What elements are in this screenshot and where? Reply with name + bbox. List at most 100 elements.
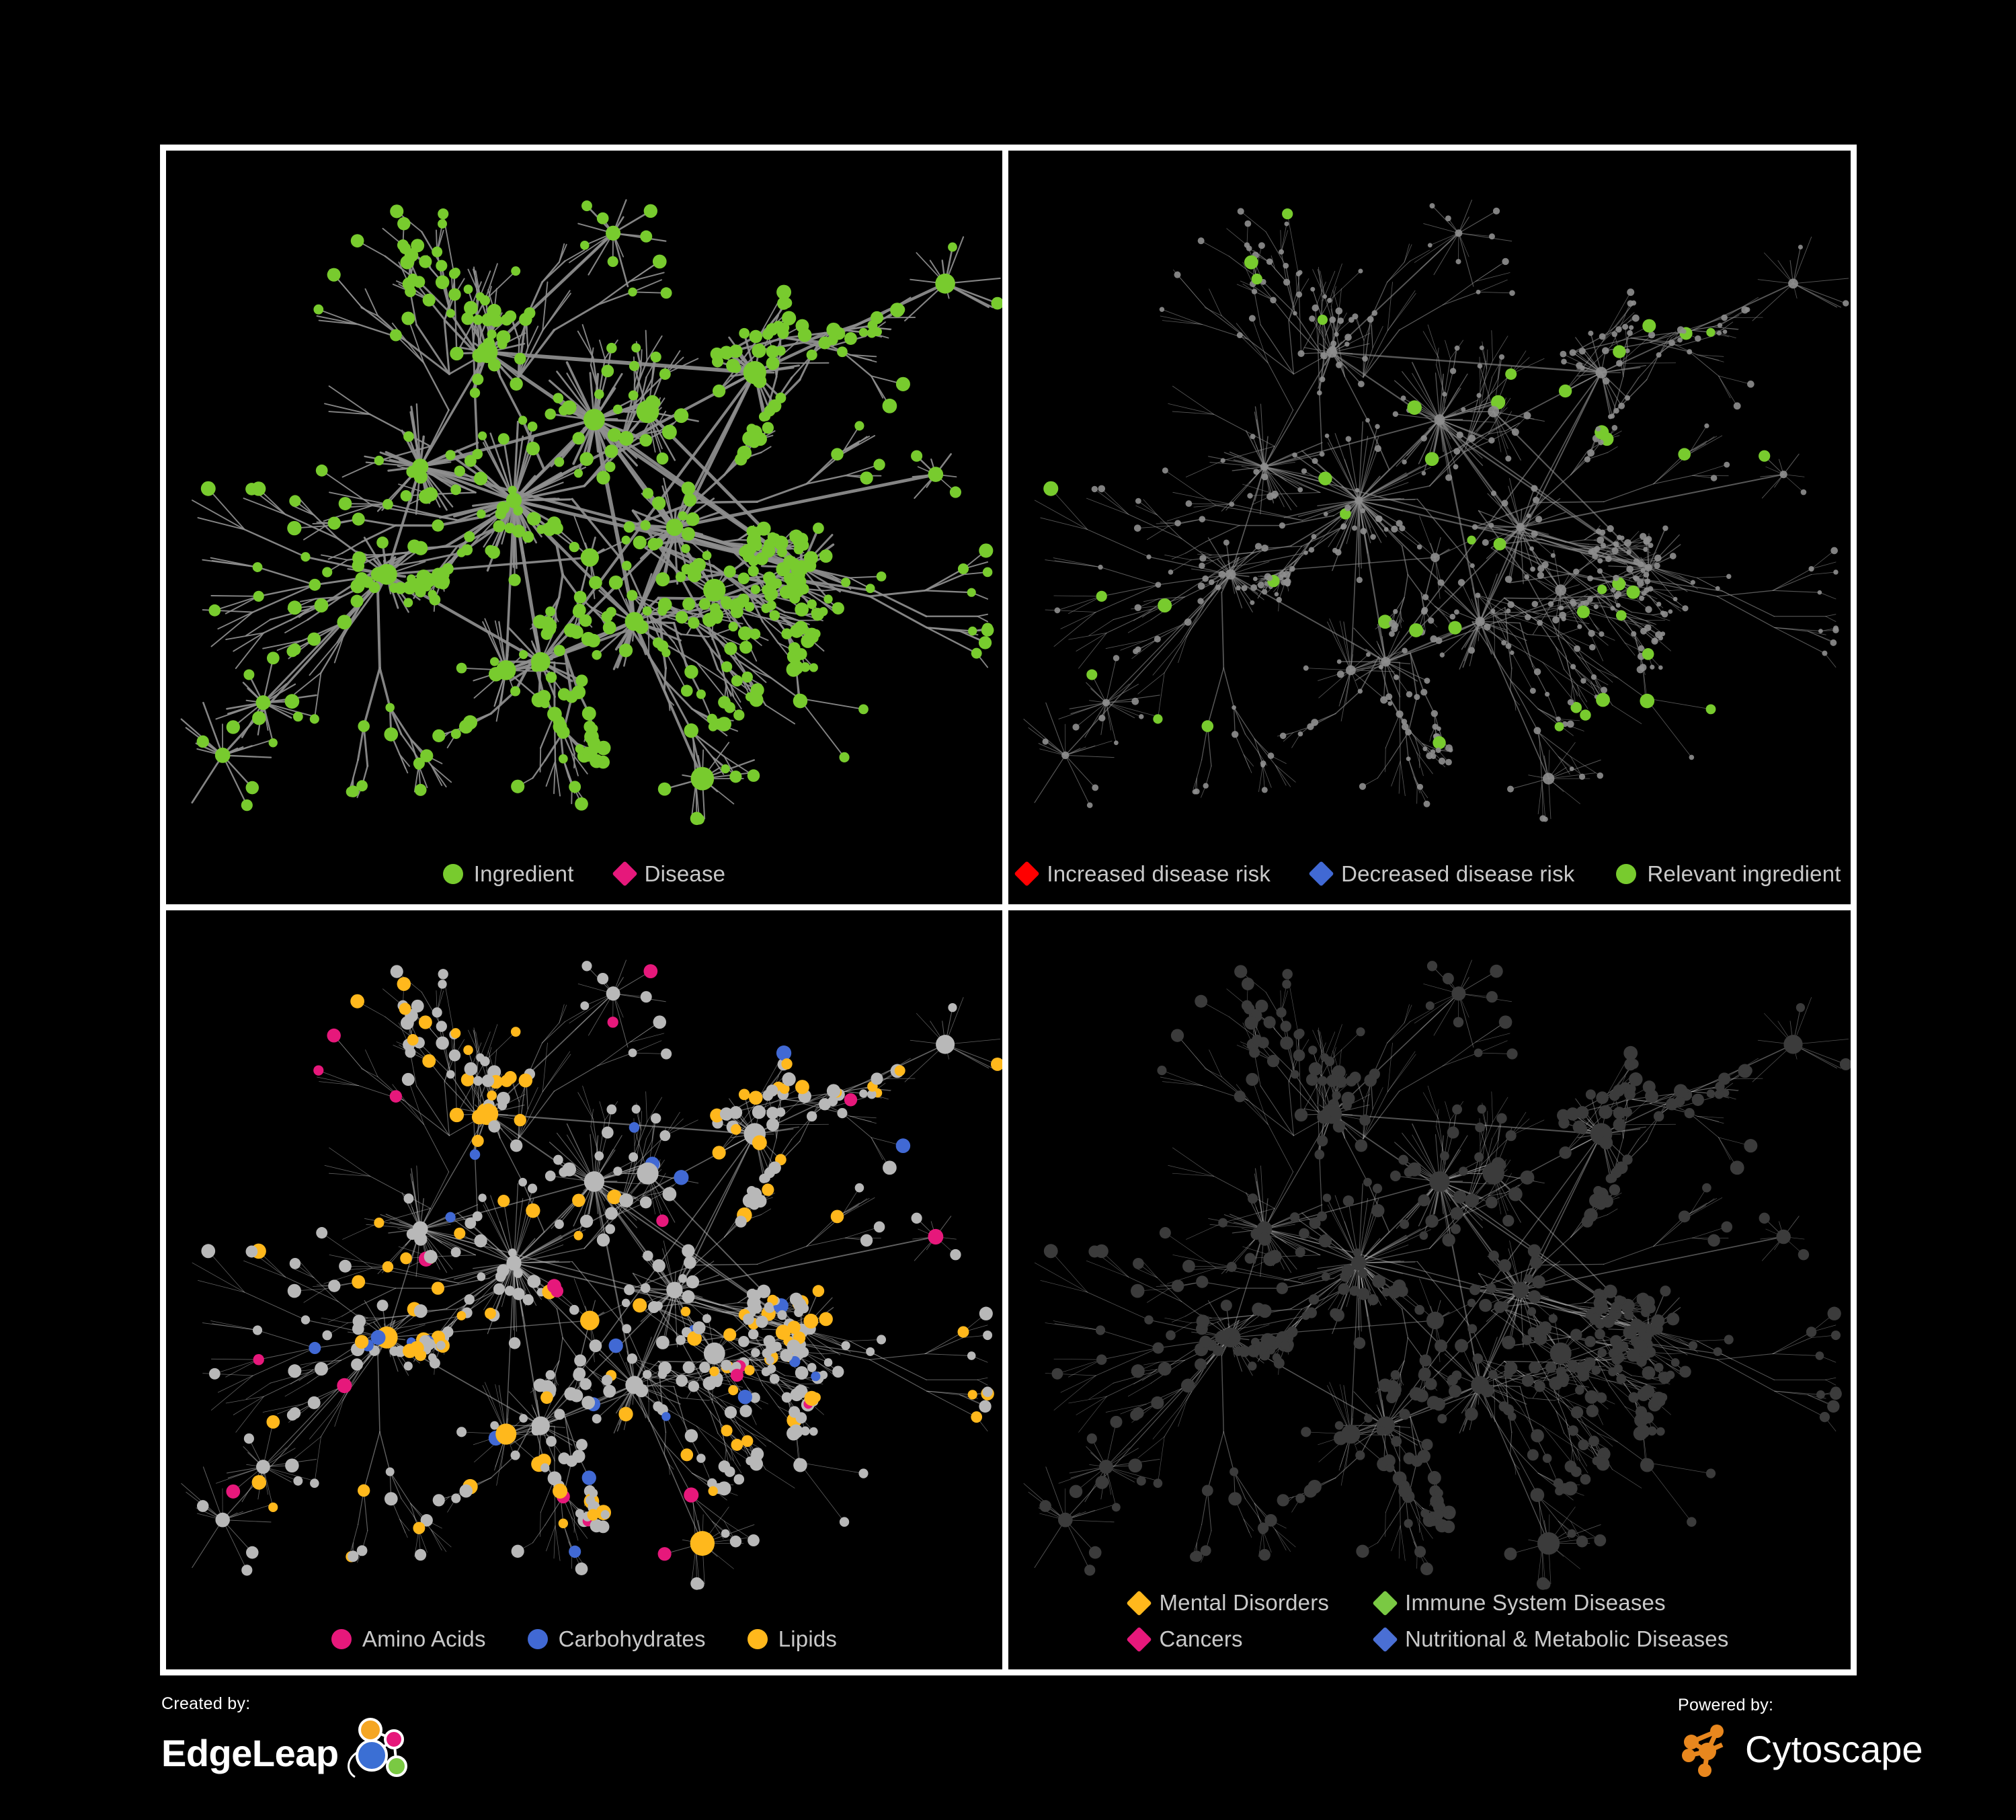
network-node-circle	[1722, 329, 1728, 334]
network-node-circle	[1560, 350, 1567, 358]
network-node-circle	[1554, 721, 1564, 731]
network-node-circle	[1372, 1274, 1385, 1288]
network-node-circle	[581, 1470, 596, 1485]
network-node-circle	[409, 1341, 424, 1355]
network-node-circle	[513, 1268, 523, 1278]
network-node-circle	[1250, 600, 1255, 605]
network-canvas-ingredient-disease[interactable]	[166, 151, 1002, 904]
network-node-circle	[1072, 723, 1080, 731]
network-node-circle	[661, 1047, 672, 1060]
network-node-circle	[928, 1228, 944, 1244]
network-node-circle	[1555, 584, 1567, 596]
network-node-circle	[1335, 307, 1343, 315]
network-node-circle	[1396, 520, 1403, 527]
network-node-circle	[1626, 585, 1640, 599]
network-node-circle	[1588, 629, 1595, 637]
network-node-circle	[858, 1468, 869, 1478]
network-node-circle	[511, 779, 525, 793]
network-node-circle	[640, 230, 653, 243]
network-node-circle	[1345, 436, 1352, 442]
network-node-circle	[1660, 1285, 1671, 1296]
network-node-circle	[1576, 1105, 1589, 1119]
network-node-circle	[748, 1534, 760, 1546]
panel-ingredient-classes[interactable]: Amino Acids Carbohydrates Lipids	[166, 910, 1008, 1670]
network-node-circle	[766, 1117, 780, 1131]
network-node-circle	[731, 675, 743, 687]
legend-circle-icon	[331, 1629, 352, 1649]
network-node-circle	[450, 1247, 461, 1257]
network-canvas-disease-risk[interactable]	[1008, 151, 1851, 904]
network-node-circle	[1480, 1383, 1494, 1397]
network-node-circle	[674, 1169, 689, 1185]
network-node-circle	[414, 1232, 428, 1246]
panel-ingredient-disease[interactable]: Ingredient Disease	[166, 151, 1008, 910]
legend-item: Relevant ingredient	[1616, 861, 1841, 887]
network-node-circle	[1451, 1224, 1461, 1234]
network-node-circle	[424, 1249, 438, 1263]
panel-disease-risk[interactable]: Increased disease risk Decreased disease …	[1008, 151, 1851, 910]
network-node-circle	[1293, 311, 1297, 316]
network-node-circle	[436, 1020, 447, 1032]
network-node-circle	[526, 512, 541, 526]
network-node-circle	[1392, 411, 1399, 418]
network-node-circle	[731, 1123, 741, 1135]
network-node-circle	[702, 1376, 717, 1390]
network-node-circle	[1465, 1407, 1478, 1421]
network-node-circle	[1193, 788, 1200, 795]
network-node-circle	[1133, 648, 1139, 655]
network-node-circle	[526, 1203, 540, 1218]
network-node-circle	[1643, 538, 1650, 545]
network-node-circle	[487, 329, 497, 340]
network-node-circle	[789, 529, 803, 543]
network-node-circle	[1317, 315, 1328, 325]
network-node-circle	[841, 1341, 850, 1350]
network-node-circle	[1779, 471, 1787, 479]
network-canvas-ingredient-classes[interactable]	[166, 910, 1002, 1670]
network-node-circle	[739, 327, 750, 339]
network-node-circle	[1543, 816, 1548, 822]
network-node-circle	[464, 454, 477, 467]
network-node-circle	[268, 738, 278, 748]
network-node-circle	[747, 769, 760, 782]
network-node-circle	[1389, 631, 1395, 637]
network-node-circle	[1309, 315, 1316, 322]
network-node-circle	[788, 642, 801, 655]
network-node-circle	[328, 1279, 341, 1292]
network-node-circle	[1292, 452, 1297, 458]
network-node-circle	[731, 1438, 743, 1451]
network-node-circle	[782, 1072, 796, 1086]
network-node-circle	[696, 689, 706, 699]
network-node-circle	[776, 562, 791, 577]
network-node-circle	[1488, 1250, 1499, 1261]
network-node-circle	[819, 1370, 828, 1380]
network-canvas-disease-classes[interactable]	[1008, 910, 1851, 1670]
network-node-circle	[812, 1284, 825, 1297]
network-node-circle	[1507, 601, 1515, 608]
network-node-circle	[775, 1324, 791, 1340]
network-node-circle	[1252, 576, 1258, 582]
network-node-circle	[587, 1508, 599, 1521]
network-node-circle	[255, 695, 271, 710]
network-node-circle	[830, 1209, 844, 1223]
network-node-circle	[196, 735, 209, 748]
network-node-circle	[481, 1074, 495, 1087]
network-node-circle	[310, 1478, 319, 1488]
network-node-circle	[1576, 605, 1590, 619]
network-node-circle	[438, 208, 449, 220]
network-node-circle	[431, 1281, 445, 1295]
network-node-circle	[730, 1368, 743, 1382]
network-node-circle	[1323, 512, 1328, 516]
network-node-circle	[723, 1328, 737, 1341]
panel-disease-classes[interactable]: Mental Disorders Immune System Diseases Ca…	[1008, 910, 1851, 1670]
network-node-circle	[721, 764, 730, 774]
network-node-circle	[575, 1438, 588, 1450]
network-node-circle	[1158, 598, 1172, 613]
network-node-circle	[990, 1057, 1002, 1071]
network-node-circle	[1276, 596, 1282, 603]
network-node-circle	[1569, 349, 1576, 356]
network-node-circle	[1279, 522, 1285, 529]
network-node-circle	[420, 749, 434, 762]
network-nodes	[181, 151, 1002, 826]
network-node-circle	[1199, 516, 1206, 522]
network-node-circle	[781, 1392, 793, 1402]
